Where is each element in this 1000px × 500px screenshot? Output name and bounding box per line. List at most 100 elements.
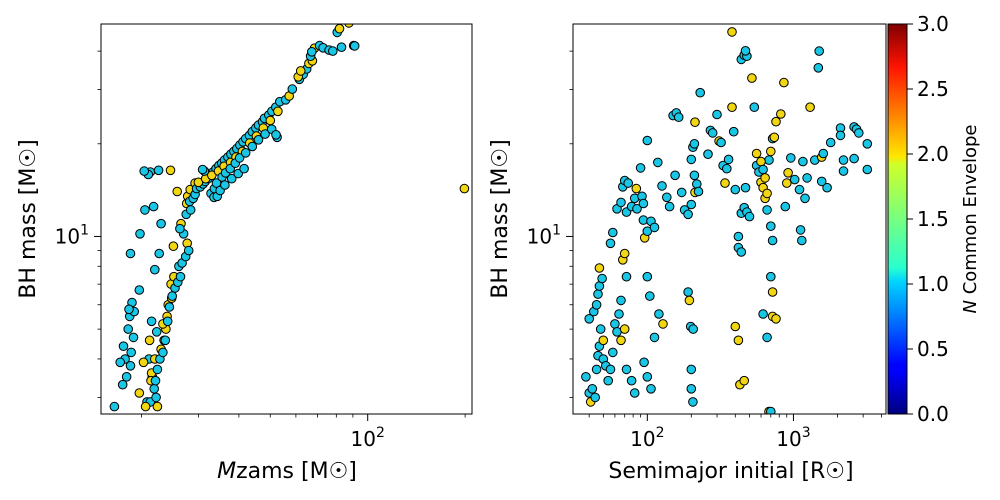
left-data-point	[336, 42, 347, 53]
right-panel: 102 103 101 Semimajor initial [R☉] BH mass…	[488, 23, 887, 484]
right-data-point	[693, 186, 704, 197]
right-data-point	[616, 335, 626, 346]
right-data-point	[690, 117, 700, 127]
right-data-point	[642, 271, 653, 282]
left-data-point	[144, 335, 155, 346]
right-data-point	[798, 156, 808, 167]
right-data-point	[653, 157, 663, 168]
right-data-point	[686, 154, 697, 165]
left-data-point	[220, 180, 230, 190]
left-data-point	[239, 163, 249, 174]
left-data-point	[307, 47, 317, 57]
left-ticks: 102 101	[55, 50, 466, 451]
right-data-point	[789, 174, 800, 185]
left-data-point	[135, 229, 145, 239]
left-data-point	[134, 388, 145, 398]
left-data-point	[125, 361, 136, 371]
right-axes-frame	[572, 23, 887, 415]
right-data-point	[802, 173, 812, 183]
left-data-point	[183, 245, 194, 256]
right-data-point	[629, 388, 640, 398]
right-y-axis-label: BH mass [M☉]	[488, 139, 513, 298]
right-data-point	[635, 163, 646, 173]
right-data-point	[835, 130, 846, 141]
right-data-point	[782, 178, 792, 188]
right-data-point	[673, 112, 684, 122]
right-data-point	[603, 375, 614, 386]
right-data-point	[662, 192, 672, 203]
left-data-point	[265, 115, 276, 126]
right-data-point	[722, 163, 732, 174]
right-data-point	[849, 153, 859, 164]
left-scatter-points	[109, 24, 470, 412]
right-data-point	[756, 156, 766, 167]
right-data-point	[632, 204, 642, 214]
right-data-point	[621, 364, 632, 375]
right-data-point	[645, 291, 655, 301]
right-data-point	[771, 314, 781, 324]
right-data-point	[814, 46, 825, 56]
left-x-axis-label: Mzams [M☉]	[217, 459, 357, 484]
right-data-point	[767, 235, 778, 246]
right-data-point	[744, 211, 755, 222]
colorbar: 0.0 0.5 1.0 1.5 2.0 2.5 3.0 N Common Envelope	[887, 12, 981, 426]
left-data-point	[165, 165, 176, 176]
right-data-point	[623, 178, 634, 188]
right-y-tick-label: 101	[527, 222, 561, 248]
left-data-point	[153, 165, 164, 176]
right-data-point	[695, 87, 706, 98]
right-data-point	[720, 178, 730, 188]
right-x-tick-label: 103	[776, 425, 810, 451]
right-data-point	[605, 364, 616, 375]
right-data-point	[749, 102, 760, 112]
colorbar-tick-label: 3.0	[917, 12, 949, 36]
right-data-point	[593, 289, 603, 299]
right-data-point	[689, 139, 700, 149]
right-data-point	[591, 300, 602, 310]
left-x-tick-label: 102	[351, 425, 385, 451]
right-data-point	[590, 392, 601, 403]
right-data-point	[766, 406, 776, 414]
right-data-point	[813, 63, 824, 73]
right-data-point	[703, 149, 713, 159]
right-data-point	[816, 176, 827, 187]
left-data-point	[152, 364, 163, 375]
right-data-point	[760, 173, 770, 183]
right-x-axis-label: Semimajor initial [R☉]	[608, 459, 853, 484]
right-data-point	[598, 335, 609, 346]
left-data-point	[117, 379, 128, 390]
right-data-point	[739, 375, 750, 386]
left-data-point	[240, 148, 251, 158]
left-data-point	[253, 135, 264, 145]
left-data-point	[295, 66, 306, 76]
right-data-point	[683, 287, 693, 297]
right-scatter-points	[581, 27, 873, 414]
colorbar-ticks: 0.0 0.5 1.0 1.5 2.0 2.5 3.0	[907, 12, 949, 426]
right-data-point	[783, 168, 793, 178]
left-data-point	[150, 375, 161, 386]
left-data-point	[138, 357, 149, 368]
right-data-point	[766, 146, 776, 157]
left-data-point	[175, 223, 185, 234]
right-data-point	[727, 102, 737, 112]
right-data-point	[776, 109, 786, 119]
left-data-point	[247, 141, 258, 152]
right-data-point	[581, 372, 591, 382]
left-data-point	[459, 183, 470, 194]
colorbar-tick-label: 2.0	[917, 142, 949, 166]
left-data-point	[271, 130, 281, 140]
left-data-point	[128, 332, 139, 343]
left-data-point	[134, 285, 145, 295]
left-y-axis-label: BH mass [M☉]	[16, 139, 41, 298]
right-data-point	[616, 197, 626, 208]
left-data-point	[148, 201, 159, 212]
left-data-point	[139, 166, 149, 176]
right-data-point	[688, 397, 698, 407]
left-data-point	[125, 248, 136, 259]
left-data-point	[152, 401, 163, 412]
right-data-point	[658, 319, 668, 329]
left-data-point	[151, 392, 161, 403]
right-data-point	[762, 332, 772, 343]
right-data-point	[736, 247, 747, 257]
